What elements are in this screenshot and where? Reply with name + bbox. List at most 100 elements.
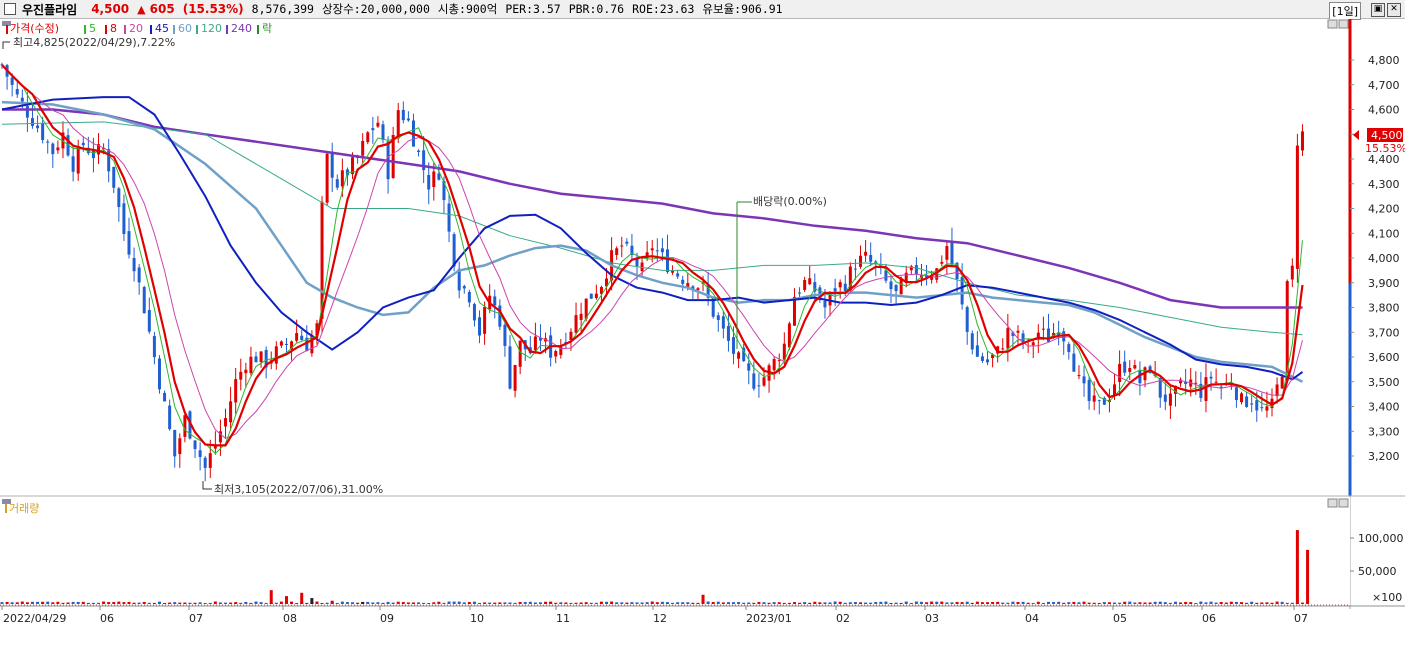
candle-body — [1016, 330, 1020, 333]
candle-body — [991, 354, 995, 359]
candle-body — [351, 157, 355, 175]
candle-body — [828, 292, 832, 306]
candle-body — [1240, 393, 1244, 403]
candle-body — [615, 248, 619, 256]
candle-body — [193, 440, 197, 450]
candle-body — [914, 265, 918, 275]
x-tick-label: 02 — [836, 612, 850, 625]
candle-body — [752, 373, 756, 389]
volume-bar — [645, 602, 649, 604]
volume-bar — [1168, 602, 1172, 604]
candle-body — [1265, 406, 1269, 411]
close-icon[interactable]: ✕ — [1387, 3, 1401, 17]
volume-bar — [122, 602, 126, 604]
volume-bar — [86, 602, 90, 604]
volume-bar — [676, 602, 680, 604]
volume-bar — [1300, 602, 1304, 604]
volume-bar — [462, 602, 466, 604]
volume-bar — [625, 602, 629, 604]
period-selector[interactable]: [1일] — [1329, 2, 1361, 20]
x-tick-label: 2022/04/29 — [3, 612, 66, 625]
volume-bar — [869, 602, 873, 604]
volume-spike-bar — [1306, 549, 1310, 604]
candle-body — [742, 347, 746, 362]
y-tick-label: 4,200 — [1368, 203, 1400, 216]
candle-body — [340, 170, 344, 187]
volume-bar — [1270, 602, 1274, 604]
volume-bar — [538, 602, 542, 604]
volume-bar — [635, 602, 639, 604]
candle-body — [142, 287, 146, 314]
x-tick-label: 06 — [100, 612, 114, 625]
volume-bar — [472, 601, 476, 604]
stock-name[interactable]: 우진플라임 — [22, 2, 78, 17]
volume-bar — [1240, 602, 1244, 604]
candle-body — [279, 341, 283, 346]
volume-bar — [1082, 601, 1086, 604]
select-checkbox[interactable] — [4, 3, 16, 15]
volume-bar — [681, 602, 685, 604]
candle-body — [772, 359, 776, 371]
volume-bar — [157, 601, 161, 604]
candle-body — [599, 287, 603, 294]
candle-body — [869, 254, 873, 262]
ma5-line — [1, 64, 1303, 455]
candle-body — [833, 288, 837, 292]
candle-body — [97, 144, 101, 155]
stock-chart[interactable]: 4,800 4,700 4,600 4,500 4,400 4,300 4,200 4,100… — [0, 19, 1405, 648]
candle-body — [955, 262, 959, 280]
volume-bar — [493, 602, 497, 604]
candle-body — [76, 146, 80, 174]
volume-bar — [447, 601, 451, 604]
panel-buttons-bottom[interactable] — [1327, 498, 1349, 508]
candle-body — [249, 356, 253, 374]
x-tick-label: 09 — [380, 612, 394, 625]
ma120-line — [1, 121, 1303, 336]
candle-body — [1036, 332, 1040, 340]
candle-body — [447, 203, 451, 232]
y-tick-label: 3,200 — [1368, 450, 1400, 463]
volume-bar — [137, 602, 141, 604]
candle-body — [71, 156, 75, 172]
candle-body — [660, 248, 664, 253]
candle-body — [284, 343, 288, 345]
candle-body — [732, 337, 736, 354]
price-change-pct: (15.53%) — [182, 2, 244, 16]
volume-bar — [244, 601, 248, 604]
volume-bar — [224, 602, 228, 604]
volume-bar — [1285, 602, 1289, 604]
candle-body — [960, 276, 964, 305]
candle-body — [1087, 379, 1091, 401]
candle-body — [975, 345, 979, 357]
candle-body — [81, 142, 85, 146]
candle-body — [56, 147, 60, 151]
candle-body — [757, 385, 761, 387]
y-tick-label: 3,300 — [1368, 425, 1400, 438]
candle-body — [1057, 332, 1061, 336]
volume-bar — [1255, 602, 1259, 604]
candle-body — [198, 450, 202, 458]
restore-icon[interactable]: ▣ — [1371, 3, 1385, 17]
volume-bar — [10, 602, 14, 604]
candle-body — [457, 268, 461, 291]
candle-body — [864, 251, 868, 256]
candle-body — [930, 276, 934, 280]
candle-body — [401, 109, 405, 121]
candle-body — [635, 257, 639, 267]
volume-bar — [1026, 602, 1030, 604]
panel-buttons-top[interactable] — [1327, 19, 1349, 29]
volume-bar — [716, 601, 720, 604]
volume-bar — [66, 602, 70, 604]
candle-body — [1046, 328, 1050, 342]
candle-body — [904, 272, 908, 283]
volume-bar — [264, 602, 268, 604]
moving-average-lines — [1, 64, 1304, 455]
volume-bars — [0, 530, 1310, 604]
volume-bar — [406, 602, 410, 604]
volume-bar — [315, 601, 319, 604]
candle-body — [1118, 364, 1122, 382]
candle-body — [747, 363, 751, 371]
candle-body — [15, 89, 19, 95]
volume-bar — [528, 601, 532, 604]
volume-bar — [853, 602, 857, 604]
